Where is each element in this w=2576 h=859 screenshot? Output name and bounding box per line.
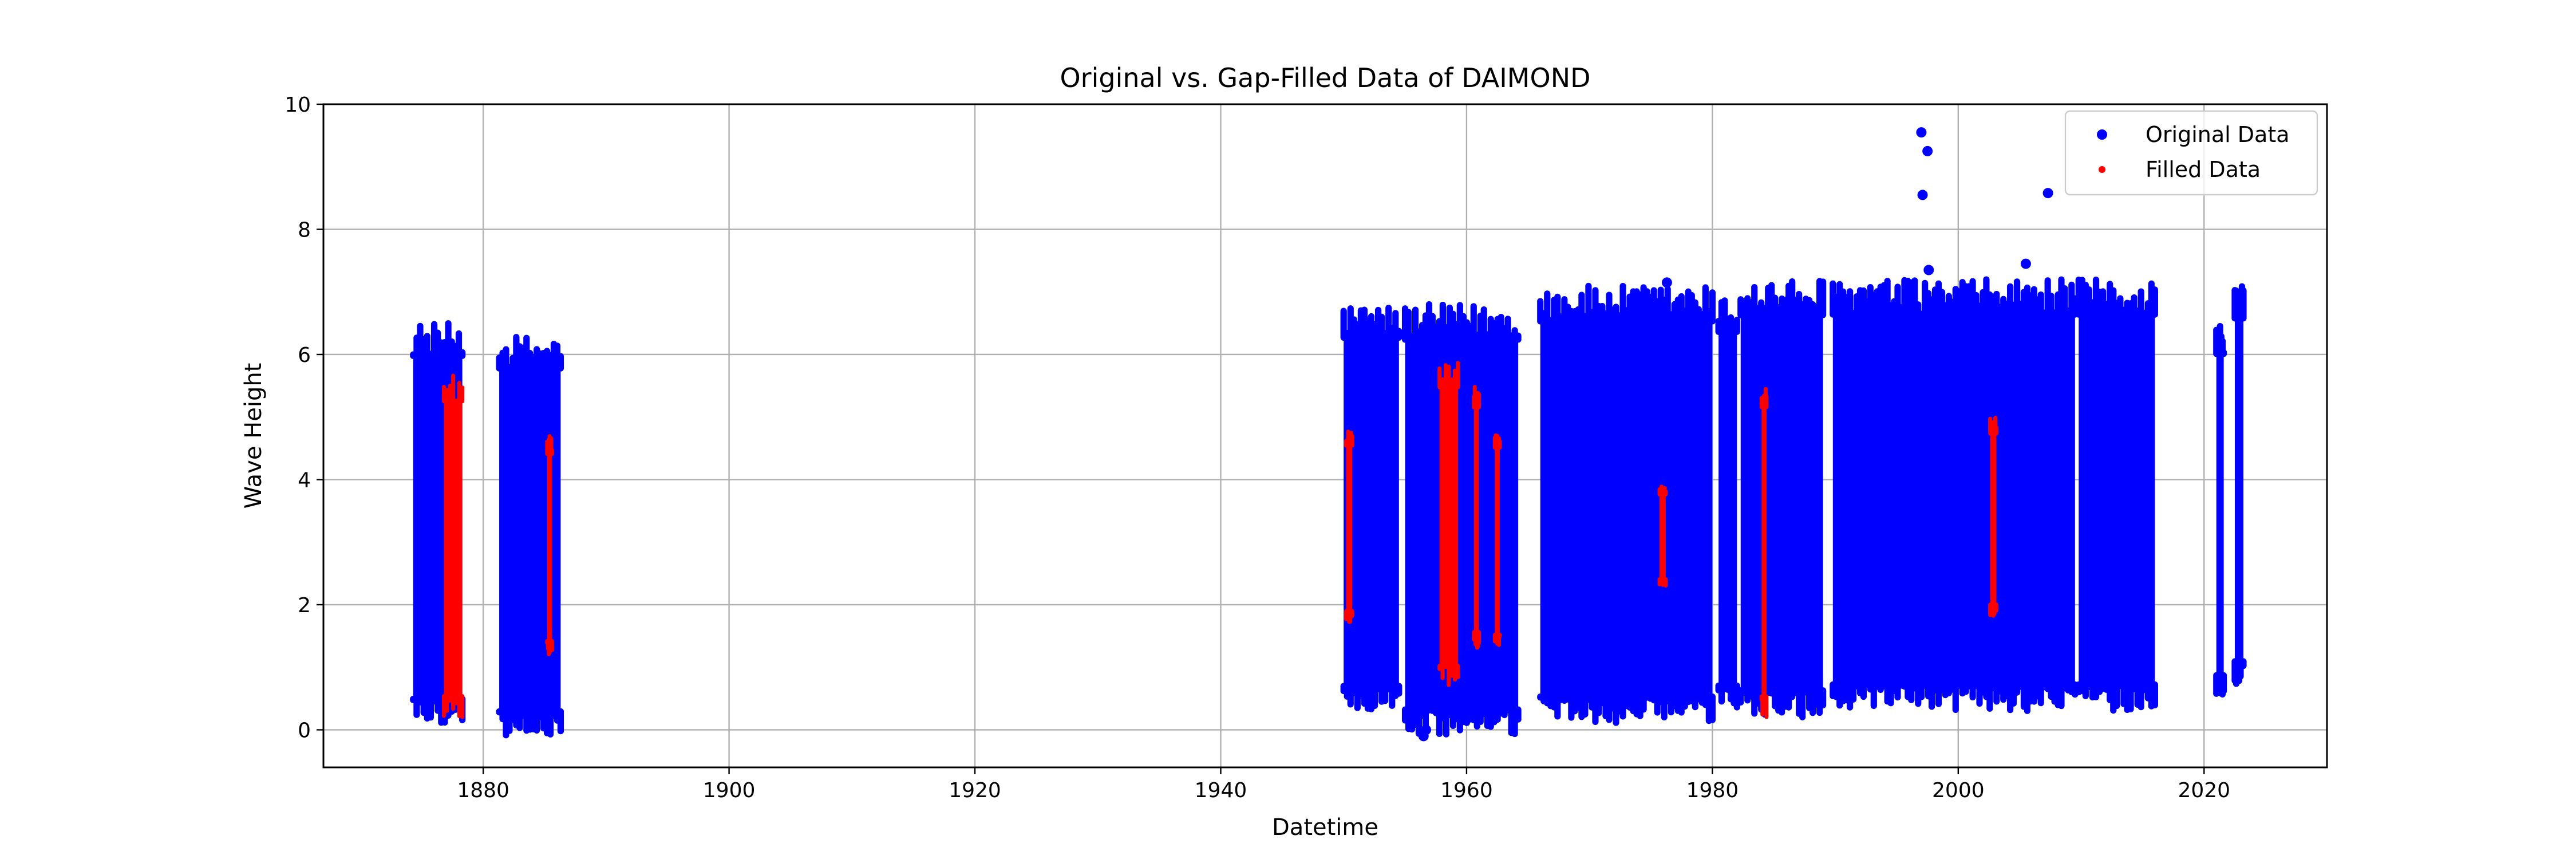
filled-cluster	[1439, 387, 1458, 667]
x-tick-label: 2020	[2178, 779, 2230, 802]
original-point	[1661, 277, 1672, 288]
x-axis-label: Datetime	[1272, 814, 1378, 841]
filled-cluster	[1495, 447, 1500, 636]
original-point	[1421, 724, 1432, 735]
legend-label-original: Original Data	[2146, 122, 2290, 147]
filled-cluster	[1660, 494, 1666, 580]
original-cluster	[1540, 320, 1713, 698]
y-axis-label: Wave Height	[240, 363, 267, 509]
filled-cluster	[1473, 407, 1479, 633]
ticks: 1880 1900 1920 1940 1960 1980 2000 2020 0 2 4 6 8 10	[285, 93, 2230, 802]
legend-marker-original	[2097, 129, 2107, 140]
legend-marker-filled	[2099, 166, 2105, 173]
x-tick-label: 1920	[949, 779, 1001, 802]
legend-box	[2064, 110, 2318, 196]
x-tick-label: 1960	[1440, 779, 1493, 802]
original-point	[2042, 188, 2053, 199]
x-tick-label: 1880	[457, 779, 509, 802]
y-tick-label: 8	[298, 218, 311, 242]
filled-cluster	[1761, 406, 1767, 698]
x-tick-label: 1900	[703, 779, 756, 802]
y-tick-label: 0	[298, 719, 311, 742]
original-cluster	[2079, 314, 2155, 685]
original-point	[1923, 265, 1934, 275]
filled-cluster	[444, 400, 463, 697]
original-point	[1917, 190, 1928, 200]
plot-frame	[322, 103, 2328, 769]
original-cluster	[2234, 317, 2243, 663]
x-tick-label: 1980	[1686, 779, 1739, 802]
data-layer	[410, 127, 2247, 742]
filled-cluster	[547, 453, 552, 642]
original-cluster	[1740, 314, 1823, 691]
y-tick-label: 6	[298, 344, 311, 367]
y-tick-label: 2	[298, 594, 311, 617]
x-tick-label: 1940	[1195, 779, 1247, 802]
filled-cluster	[1990, 433, 1997, 605]
filled-cluster	[1346, 445, 1353, 612]
x-tick-label: 2000	[1932, 779, 1985, 802]
legend: Original Data Filled Data	[2064, 110, 2318, 196]
original-cluster	[1405, 338, 1519, 711]
chart-title: Original vs. Gap-Filled Data of DAIMOND	[1060, 62, 1590, 93]
original-cluster	[1718, 331, 1737, 687]
original-point	[1916, 127, 1927, 138]
y-tick-label: 4	[298, 468, 311, 492]
original-point	[2020, 258, 2031, 269]
original-cluster	[1832, 314, 2075, 685]
original-cluster	[2216, 353, 2224, 676]
y-tick-label: 10	[285, 93, 311, 117]
original-point	[1922, 145, 1933, 156]
original-cluster	[1344, 337, 1399, 687]
legend-label-filled: Filled Data	[2146, 157, 2261, 182]
